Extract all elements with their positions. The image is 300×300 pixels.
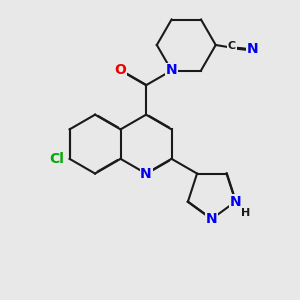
Text: H: H [241, 208, 250, 218]
Text: C: C [228, 41, 236, 52]
Text: N: N [166, 64, 177, 77]
Text: N: N [140, 167, 152, 181]
Text: Cl: Cl [49, 152, 64, 166]
Text: N: N [206, 212, 218, 226]
Text: N: N [230, 195, 242, 208]
Text: O: O [115, 64, 127, 77]
Text: N: N [247, 42, 258, 56]
